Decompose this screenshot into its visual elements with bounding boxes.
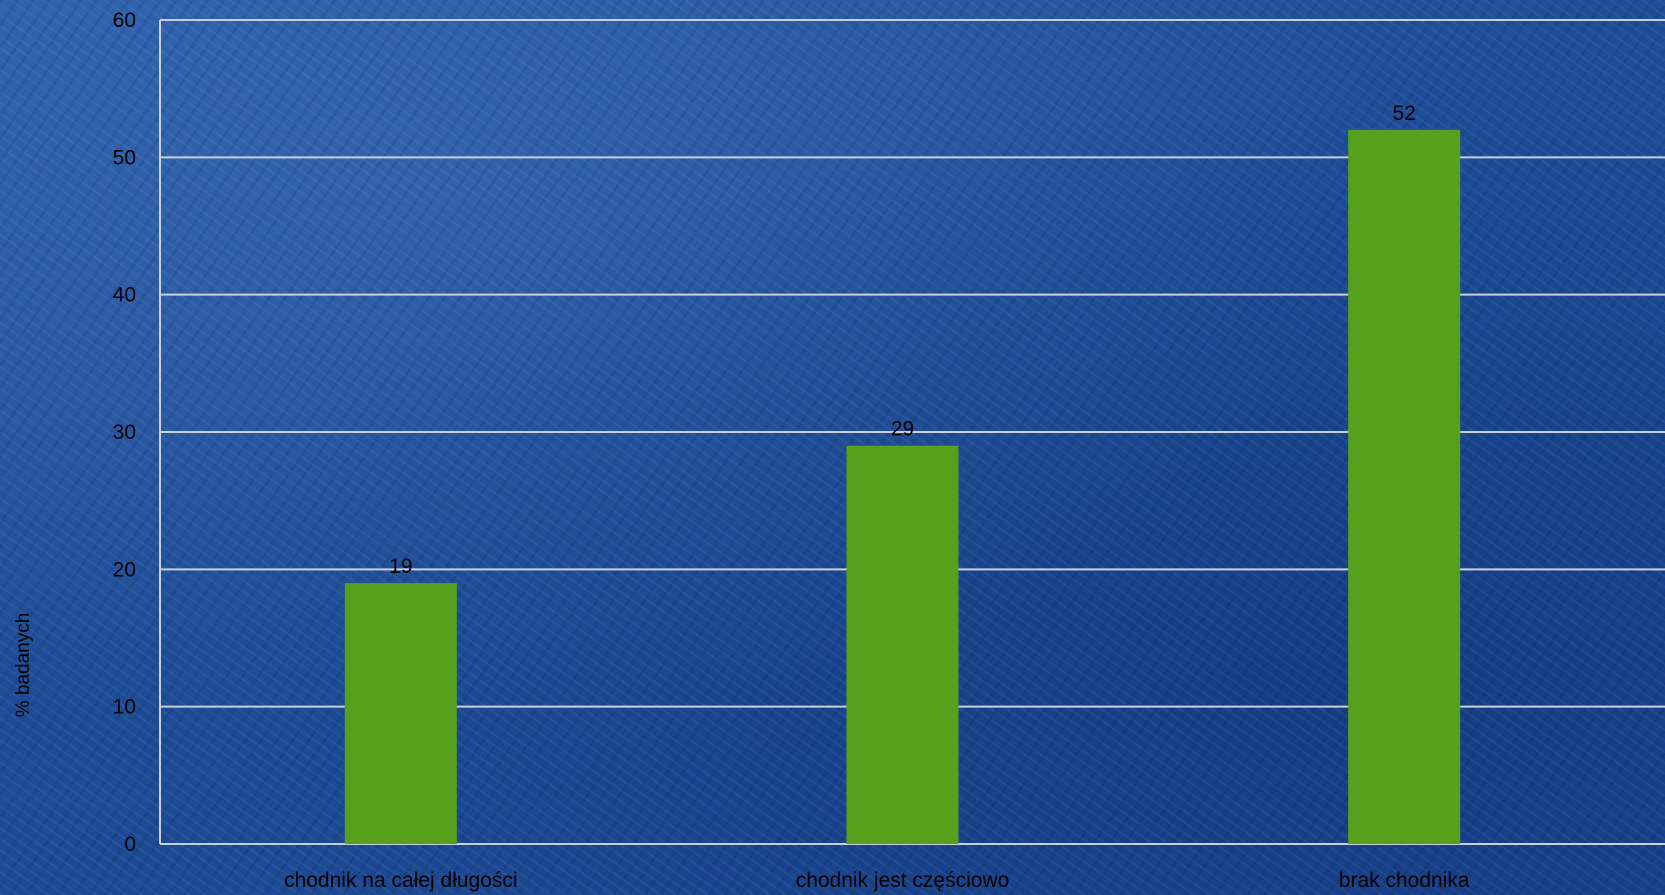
- x-tick-label: chodnik jest częściowo: [796, 869, 1010, 892]
- bar: [846, 445, 959, 844]
- y-tick-label: 10: [113, 696, 136, 719]
- y-tick-label: 60: [113, 9, 136, 32]
- data-label: 52: [1392, 102, 1415, 125]
- bar: [1348, 129, 1461, 844]
- labels: 0 10 20 30 40 50 60 19 chodnik na całej długości…: [113, 9, 1470, 892]
- y-tick-label: 50: [113, 146, 136, 169]
- bars: [344, 129, 1461, 844]
- y-axis-title: % badanych: [13, 613, 34, 718]
- y-tick-label: 30: [113, 421, 136, 444]
- y-tick-label: 40: [113, 284, 136, 307]
- y-tick-label: 20: [113, 558, 136, 581]
- bar: [344, 583, 457, 844]
- data-label: 19: [389, 555, 412, 578]
- x-tick-label: brak chodnika: [1339, 869, 1470, 892]
- data-label: 29: [891, 418, 914, 441]
- y-tick-label: 0: [124, 833, 136, 856]
- x-tick-label: chodnik na całej długości: [284, 869, 517, 892]
